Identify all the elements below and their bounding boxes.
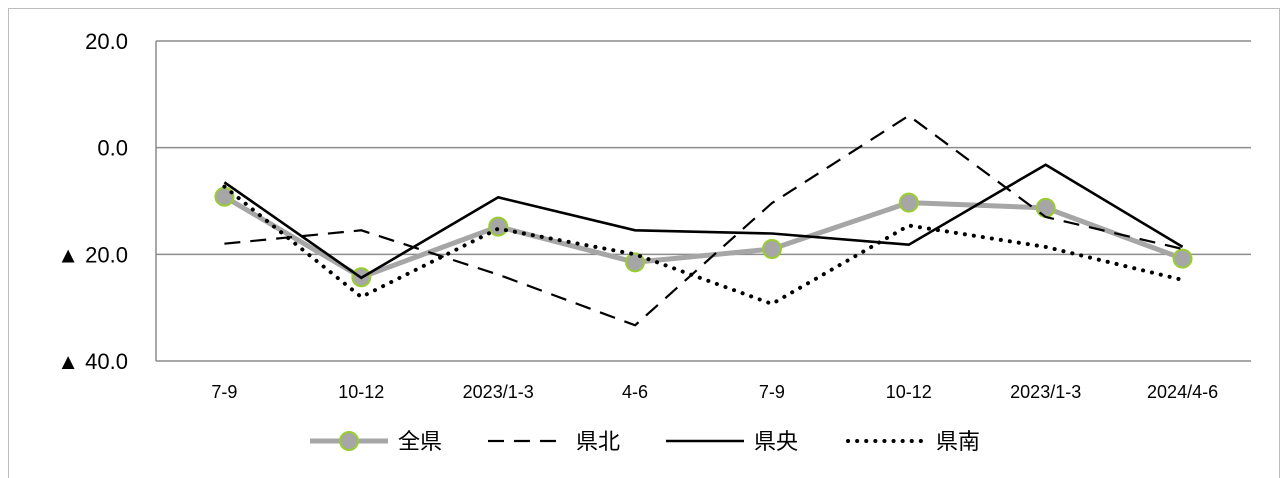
- x-tick-label: 10-12: [338, 382, 384, 402]
- x-axis-ticks: 7-9 10-12 2023/1-3 4-6 7-9 10-12 2023/1-3 2024/…: [211, 382, 1218, 402]
- data-point-marker: [761, 239, 782, 259]
- series-line-県央: [223, 163, 1184, 280]
- x-tick-label: 2024/4-6: [1147, 382, 1218, 402]
- x-tick-label: 2023/1-3: [463, 382, 534, 402]
- chart-frame: [8, 8, 1280, 478]
- data-point-marker: [1172, 248, 1193, 269]
- legend-label-全県: 全県: [398, 430, 442, 455]
- series-line-全県: [223, 194, 1184, 280]
- data-point-marker: [214, 186, 235, 207]
- data-point-marker: [488, 216, 509, 237]
- legend-marker: [339, 431, 359, 451]
- x-tick-label: 7-9: [211, 382, 237, 402]
- y-tick-label: 20.0: [85, 29, 128, 54]
- x-tick-label: 7-9: [759, 382, 785, 402]
- series-line-県北: [224, 114, 1183, 327]
- y-axis-ticks: 20.0 0.0 ▲ 20.0 ▲ 40.0: [57, 29, 128, 374]
- data-point-marker: [898, 192, 919, 213]
- legend-label-県北: 県北: [576, 430, 620, 455]
- series-lines: [214, 114, 1193, 327]
- gridlines: [155, 40, 1251, 362]
- legend-label-県央: 県央: [754, 430, 798, 455]
- x-tick-label: 4-6: [622, 382, 648, 402]
- y-tick-label: ▲ 20.0: [57, 242, 128, 267]
- legend-label-県南: 県南: [936, 430, 980, 455]
- x-tick-label: 10-12: [886, 382, 932, 402]
- legend: 全県 県北 県央 県南: [310, 430, 980, 455]
- data-point-marker: [1035, 197, 1056, 218]
- series-line-県南: [222, 184, 1185, 307]
- y-tick-label: ▲ 40.0: [57, 349, 128, 374]
- y-tick-label: 0.0: [97, 136, 128, 161]
- x-tick-label: 2023/1-3: [1010, 382, 1081, 402]
